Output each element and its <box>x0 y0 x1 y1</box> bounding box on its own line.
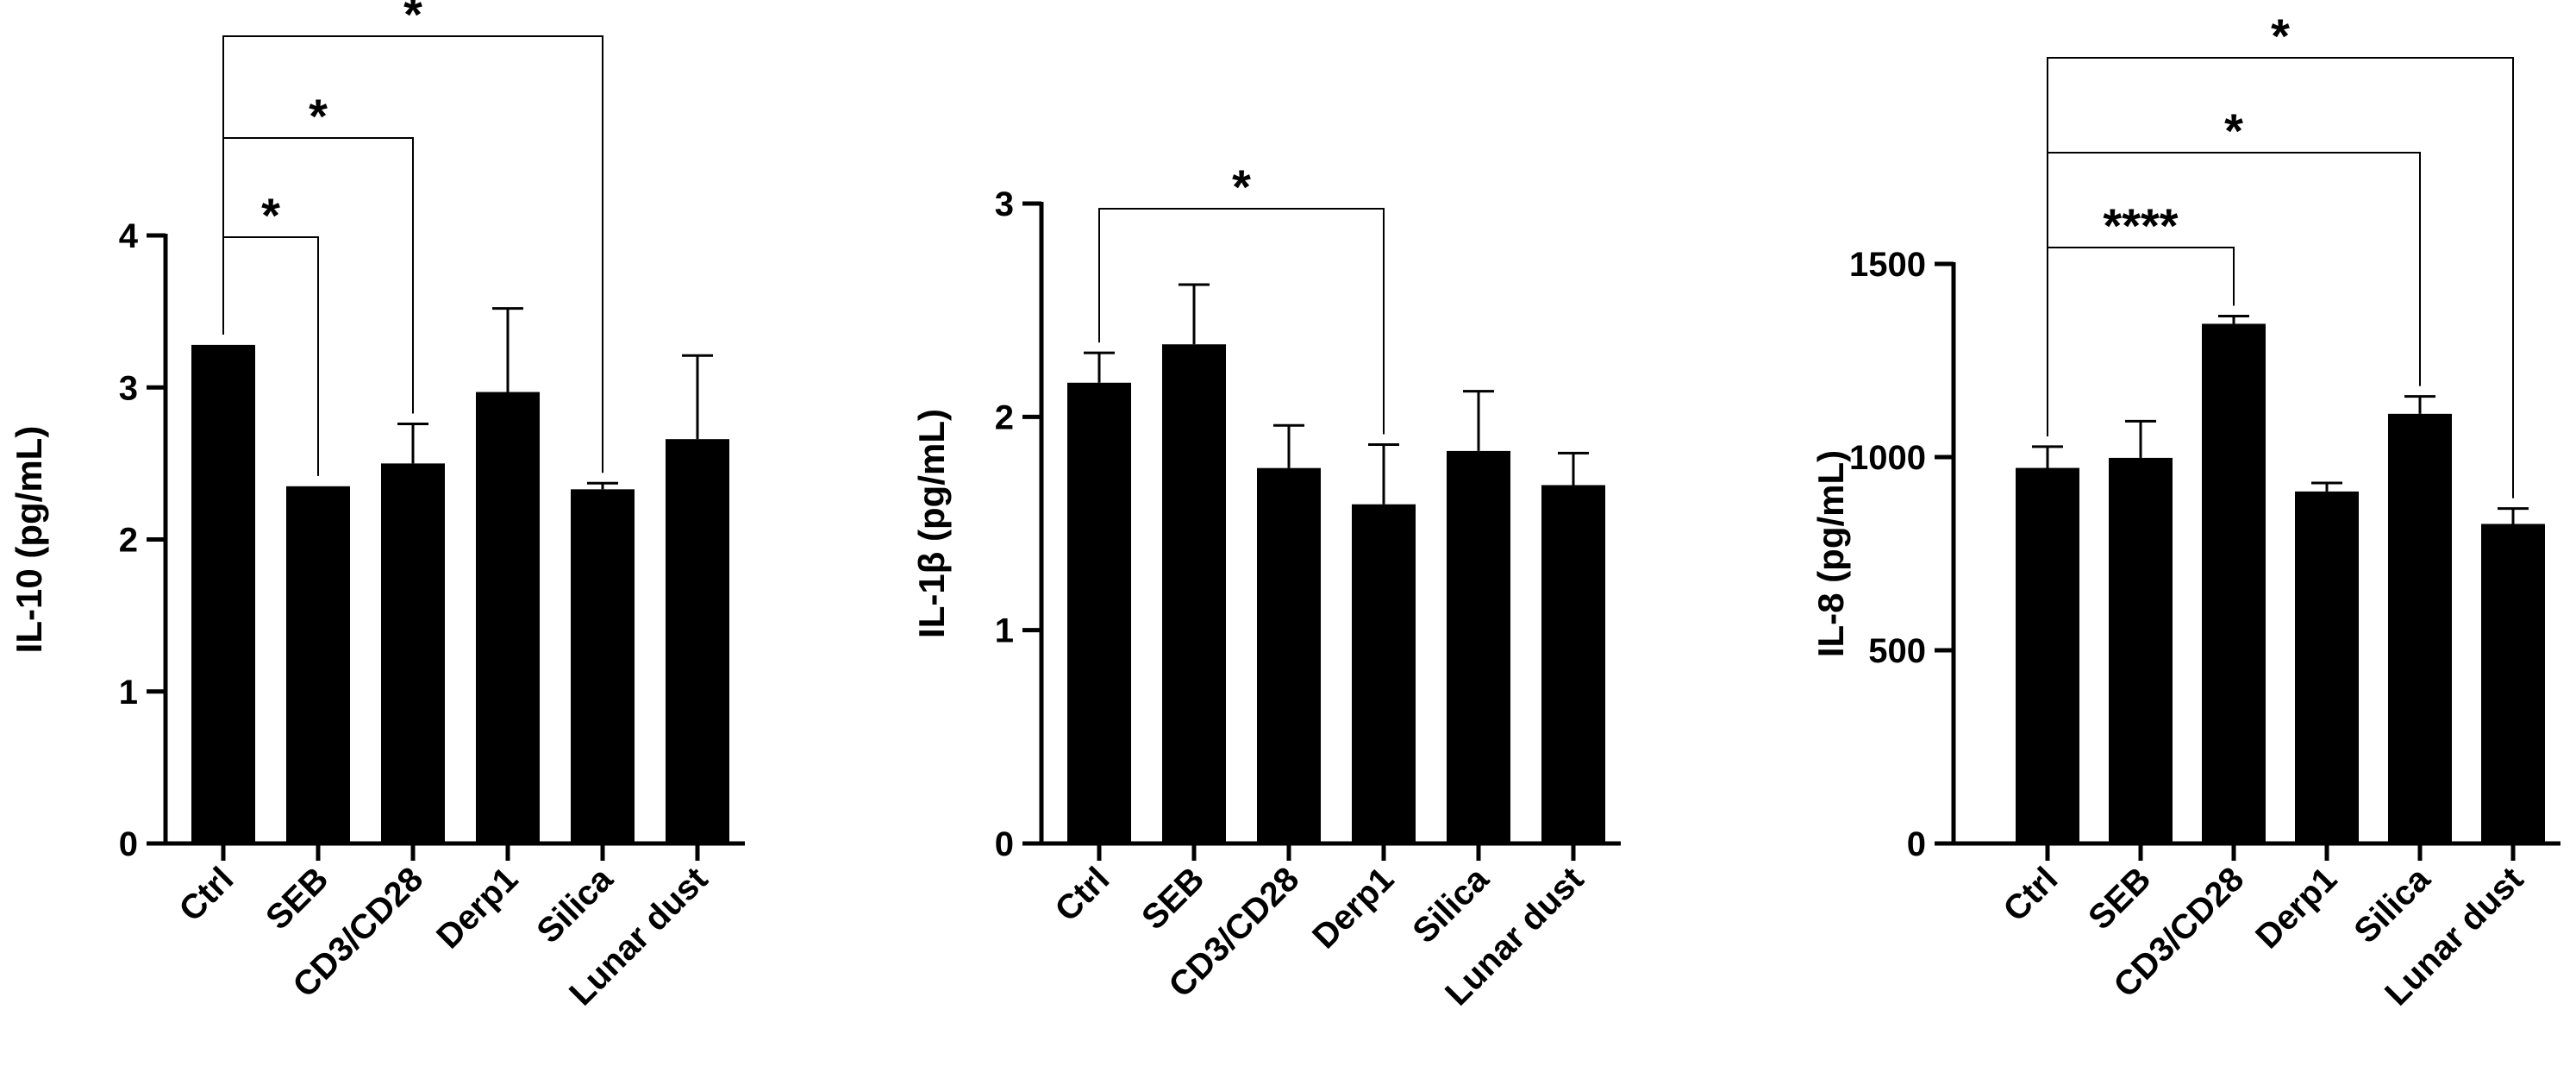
y-tick-label: 2 <box>995 398 1014 436</box>
bar-cd3-cd28 <box>381 463 445 843</box>
bar-derp1 <box>476 392 540 844</box>
y-tick-label: 0 <box>119 825 138 863</box>
y-tick-label: 3 <box>119 369 138 407</box>
bar-seb <box>2109 457 2173 843</box>
x-tick-label: Ctrl <box>1997 860 2066 929</box>
x-tick-label: Silica <box>529 860 621 951</box>
bar-derp1 <box>2295 491 2359 843</box>
significance-bracket <box>2047 57 2514 498</box>
y-tick-label: 0 <box>1907 825 1926 863</box>
x-tick-label: Derp1 <box>1305 860 1401 956</box>
significance-label: * <box>2224 103 2243 158</box>
x-tick-label: Silica <box>1405 860 1497 951</box>
y-tick-label: 2 <box>119 522 138 560</box>
bar-ctrl <box>191 344 255 843</box>
y-tick-label: 1500 <box>1849 246 1926 284</box>
bar-seb <box>286 486 350 843</box>
bar-lunar-dust <box>1541 485 1605 843</box>
y-tick-label: 1 <box>995 612 1014 650</box>
bar-cd3-cd28 <box>2202 323 2266 843</box>
y-tick-label: 4 <box>119 217 139 255</box>
x-tick-label: Silica <box>2347 860 2438 951</box>
y-tick-label: 1000 <box>1849 439 1926 477</box>
x-tick-label: Derp1 <box>429 860 525 956</box>
bar-silica <box>2388 413 2452 843</box>
bar-lunar-dust <box>2481 524 2545 843</box>
bar-ctrl <box>1067 382 1131 843</box>
significance-label: * <box>403 0 422 41</box>
bar-seb <box>1162 344 1226 843</box>
bar-ctrl <box>2016 467 2079 843</box>
y-axis-label: IL-8 (pg/mL) <box>1810 450 1851 657</box>
x-tick-label: SEB <box>2081 860 2158 937</box>
x-tick-label: Derp1 <box>2248 860 2344 956</box>
bar-silica <box>571 489 635 843</box>
significance-label: **** <box>2103 198 2178 253</box>
x-tick-label: Ctrl <box>1048 860 1117 929</box>
significance-bracket <box>222 35 603 473</box>
y-tick-label: 0 <box>995 825 1014 863</box>
significance-label: * <box>261 188 280 242</box>
y-axis-label: IL-1β (pg/mL) <box>911 409 952 638</box>
significance-bracket <box>1098 208 1385 435</box>
significance-label: * <box>309 89 328 143</box>
bar-silica <box>1447 450 1510 843</box>
bar-lunar-dust <box>666 439 729 843</box>
x-tick-label: Ctrl <box>172 860 241 929</box>
bar-cd3-cd28 <box>1257 467 1321 843</box>
y-tick-label: 3 <box>995 185 1014 223</box>
bar-derp1 <box>1352 504 1416 843</box>
y-axis-label: IL-10 (pg/mL) <box>9 426 49 654</box>
x-tick-label: SEB <box>259 860 335 937</box>
y-tick-label: 1 <box>119 674 138 712</box>
y-tick-label: 500 <box>1868 632 1926 670</box>
x-tick-label: SEB <box>1135 860 1211 937</box>
significance-label: * <box>2271 9 2290 63</box>
significance-label: * <box>1232 160 1251 214</box>
